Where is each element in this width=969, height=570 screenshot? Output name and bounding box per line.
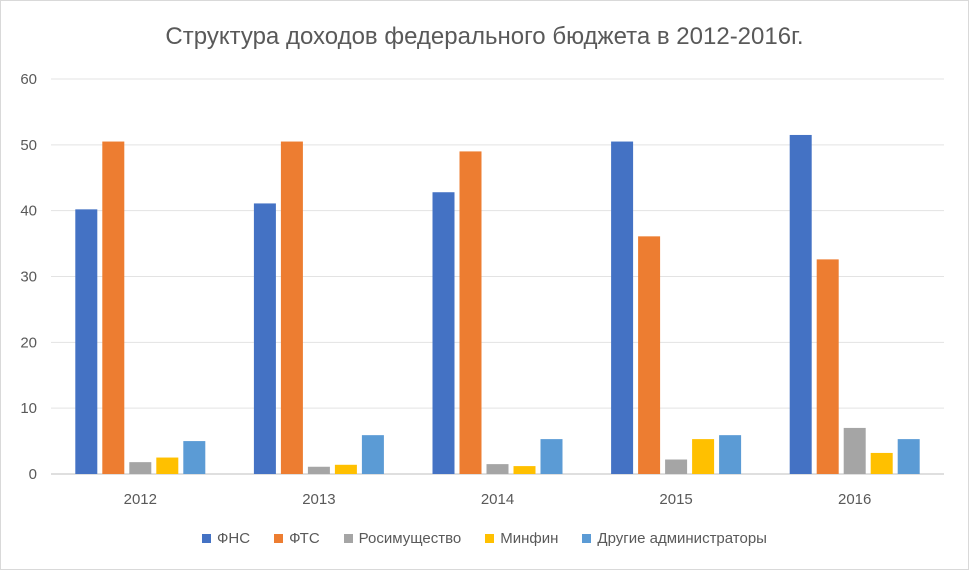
bar-2013-series-1 bbox=[280, 141, 303, 474]
legend-swatch bbox=[202, 534, 212, 543]
legend-item: ФТС bbox=[274, 530, 320, 547]
legend-label: Минфин bbox=[500, 530, 559, 547]
y-axis: 0 10 20 30 40 50 60 bbox=[20, 71, 37, 483]
legend-label: ФНС bbox=[217, 530, 251, 547]
legend-label: Другие администраторы bbox=[597, 530, 767, 547]
bar-2016-series-4 bbox=[897, 439, 920, 474]
bar-2016-series-1 bbox=[816, 259, 839, 474]
x-tick-label: 2015 bbox=[659, 491, 692, 508]
legend-swatch bbox=[485, 534, 495, 543]
bar-2016-series-2 bbox=[843, 427, 866, 474]
x-tick-label: 2014 bbox=[481, 491, 514, 508]
bar-2015-series-3 bbox=[692, 439, 715, 474]
legend-item: Другие администраторы bbox=[582, 530, 767, 547]
bar-2013-series-2 bbox=[307, 466, 330, 474]
bar-2012-series-3 bbox=[156, 457, 179, 474]
bar-2016-series-0 bbox=[789, 134, 812, 475]
bar-2015-series-1 bbox=[638, 236, 661, 474]
legend-label: Росимущество bbox=[358, 530, 462, 547]
legend-swatch bbox=[274, 534, 284, 543]
y-tick-label: 60 bbox=[20, 71, 37, 88]
y-tick-label: 50 bbox=[20, 137, 37, 154]
bar-2014-series-3 bbox=[513, 466, 536, 474]
bars bbox=[75, 134, 920, 475]
x-tick-label: 2012 bbox=[124, 491, 157, 508]
bar-2015-series-0 bbox=[611, 141, 634, 474]
legend-swatch bbox=[582, 534, 592, 543]
bar-2012-series-0 bbox=[75, 209, 98, 474]
bar-2014-series-0 bbox=[432, 192, 455, 474]
legend: ФНС ФТС Росимущество Минфин Другие администр… bbox=[1, 530, 968, 547]
bar-2014-series-1 bbox=[459, 151, 482, 474]
chart-title: Структура доходов федерального бюджета в… bbox=[165, 23, 804, 50]
y-tick-label: 40 bbox=[20, 203, 37, 220]
bar-2013-series-4 bbox=[361, 435, 384, 474]
x-tick-label: 2013 bbox=[302, 491, 335, 508]
legend-item: Росимущество bbox=[343, 530, 462, 547]
bar-2013-series-0 bbox=[253, 203, 276, 475]
bar-2015-series-4 bbox=[719, 435, 742, 474]
bar-2014-series-4 bbox=[540, 439, 563, 474]
y-tick-label: 0 bbox=[29, 466, 37, 483]
legend-label: ФТС bbox=[289, 530, 320, 547]
bar-2014-series-2 bbox=[486, 464, 509, 474]
bar-2012-series-2 bbox=[129, 462, 152, 474]
bar-2012-series-1 bbox=[102, 141, 125, 474]
bar-2012-series-4 bbox=[183, 441, 206, 474]
x-tick-label: 2016 bbox=[838, 491, 871, 508]
bar-2015-series-2 bbox=[665, 459, 688, 474]
y-tick-label: 20 bbox=[20, 334, 37, 351]
y-tick-label: 30 bbox=[20, 269, 37, 286]
legend-item: Минфин bbox=[485, 530, 558, 547]
y-tick-label: 10 bbox=[20, 400, 37, 417]
bar-2016-series-3 bbox=[870, 452, 893, 474]
legend-item: ФНС bbox=[202, 530, 250, 547]
legend-swatch bbox=[343, 534, 353, 543]
x-axis: 2012 2013 2014 2015 2016 bbox=[124, 491, 872, 508]
bar-2013-series-3 bbox=[334, 464, 357, 474]
